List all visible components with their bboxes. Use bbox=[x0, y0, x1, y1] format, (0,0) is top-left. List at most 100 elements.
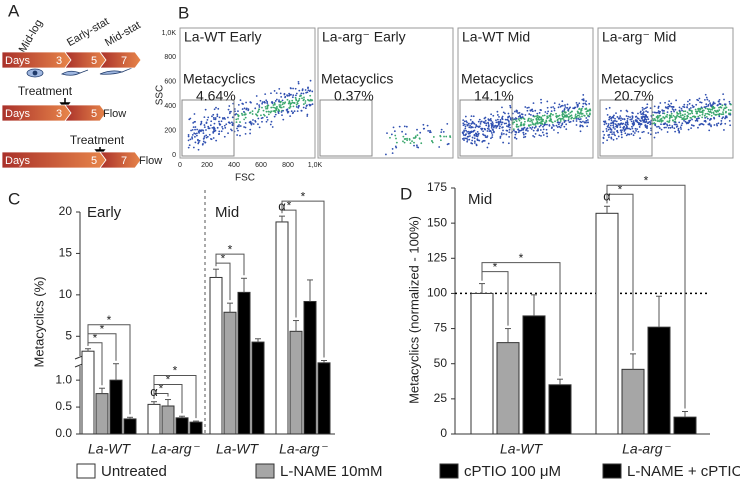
flow-dot bbox=[670, 110, 673, 113]
flow-dot bbox=[309, 99, 312, 102]
flow-dot bbox=[283, 93, 286, 96]
flow-dot bbox=[575, 120, 578, 122]
flow-dot bbox=[583, 121, 586, 124]
flow-dot bbox=[628, 133, 630, 136]
flow-dot bbox=[642, 113, 644, 115]
flow-dot bbox=[274, 100, 277, 102]
flow-dot bbox=[546, 115, 549, 118]
flow-dot bbox=[701, 116, 704, 119]
flow-dot bbox=[311, 90, 314, 93]
flow-dot bbox=[681, 122, 684, 125]
flow-dot bbox=[520, 121, 523, 124]
flow-dot bbox=[249, 132, 251, 135]
flow-dot bbox=[657, 114, 659, 117]
flow-dot bbox=[487, 142, 490, 145]
flow-dot bbox=[515, 109, 518, 112]
flow-dot bbox=[710, 114, 713, 117]
flow-dot bbox=[193, 113, 196, 115]
flow-dot bbox=[538, 125, 541, 128]
flow-dot bbox=[471, 139, 474, 142]
flow-dot bbox=[681, 118, 684, 121]
flow-dot bbox=[620, 109, 622, 112]
flow-dot bbox=[534, 125, 537, 128]
timeline-label: 5 bbox=[91, 55, 97, 67]
flow-dot bbox=[621, 118, 624, 120]
flow-dot bbox=[501, 126, 504, 129]
flow-dot bbox=[532, 118, 535, 121]
flow-dot bbox=[480, 127, 482, 130]
flow-dot bbox=[645, 110, 648, 113]
flow-dot bbox=[200, 122, 203, 124]
flow-dot bbox=[538, 111, 541, 114]
flow-dot bbox=[304, 89, 307, 91]
flow-dot bbox=[200, 120, 203, 123]
flow-dot bbox=[610, 129, 613, 131]
flow-dot bbox=[556, 121, 559, 124]
flow-dot bbox=[701, 111, 704, 114]
timeline-label: Days bbox=[5, 155, 31, 167]
flow-dot bbox=[515, 120, 518, 123]
gate bbox=[599, 99, 653, 157]
flow-dot bbox=[613, 131, 615, 134]
flow-dot bbox=[546, 112, 549, 115]
flow-dot bbox=[306, 113, 309, 116]
flow-dot bbox=[540, 134, 542, 137]
flow-dot bbox=[707, 103, 710, 106]
flow-x-tick: 1,0K bbox=[308, 162, 323, 169]
flow-dot bbox=[485, 122, 488, 125]
flow-dot bbox=[470, 115, 473, 118]
flow-dot bbox=[531, 123, 534, 125]
flow-dot bbox=[476, 135, 479, 138]
flow-dot bbox=[491, 136, 494, 139]
flow-dot bbox=[266, 100, 269, 103]
flow-dot bbox=[305, 91, 308, 94]
significance-label: * bbox=[107, 313, 112, 327]
flow-dot bbox=[570, 114, 573, 117]
flow-dot bbox=[438, 146, 441, 148]
flow-dot bbox=[641, 106, 644, 109]
flow-dot bbox=[462, 119, 465, 122]
flow-dot bbox=[706, 108, 709, 110]
flow-dot bbox=[512, 118, 514, 121]
flow-dot bbox=[243, 126, 246, 128]
flow-dot bbox=[539, 109, 542, 111]
panel-label: A bbox=[8, 1, 20, 20]
flow-dot bbox=[192, 126, 195, 128]
flow-dot bbox=[463, 129, 466, 132]
flow-dot bbox=[463, 120, 466, 123]
flow-dot bbox=[390, 133, 393, 136]
flow-dot bbox=[241, 102, 244, 105]
flow-dot bbox=[270, 92, 272, 95]
flow-dot bbox=[255, 95, 258, 97]
flow-dot bbox=[619, 129, 622, 132]
flow-dot bbox=[722, 93, 725, 96]
flow-dot bbox=[634, 115, 637, 118]
flow-dot bbox=[288, 106, 291, 109]
flow-dot bbox=[404, 133, 407, 135]
flow-dot bbox=[559, 120, 562, 122]
flow-dot bbox=[633, 132, 636, 134]
flow-dot bbox=[293, 102, 296, 104]
flow-dot bbox=[192, 146, 195, 149]
flow-dot bbox=[680, 116, 682, 119]
flow-dot bbox=[266, 116, 268, 119]
flow-dot bbox=[644, 126, 647, 128]
flow-dot bbox=[616, 131, 619, 134]
flow-dot bbox=[682, 117, 685, 119]
flow-dot bbox=[564, 104, 566, 106]
flow-dot bbox=[244, 113, 247, 116]
flow-dot bbox=[715, 111, 718, 113]
flow-dot bbox=[520, 117, 523, 120]
flow-dot bbox=[709, 102, 711, 105]
flow-dot bbox=[631, 127, 634, 130]
flow-dot bbox=[614, 134, 616, 137]
flow-dot bbox=[689, 112, 692, 115]
flow-dot bbox=[194, 126, 197, 128]
flow-dot bbox=[197, 131, 200, 133]
legend-swatch bbox=[255, 463, 275, 479]
gate-value: 20.7% bbox=[614, 88, 654, 104]
flow-dot bbox=[612, 126, 615, 129]
flow-dot bbox=[205, 134, 208, 137]
flow-dot bbox=[644, 124, 647, 127]
x-tick-label: La-WT bbox=[88, 441, 131, 457]
